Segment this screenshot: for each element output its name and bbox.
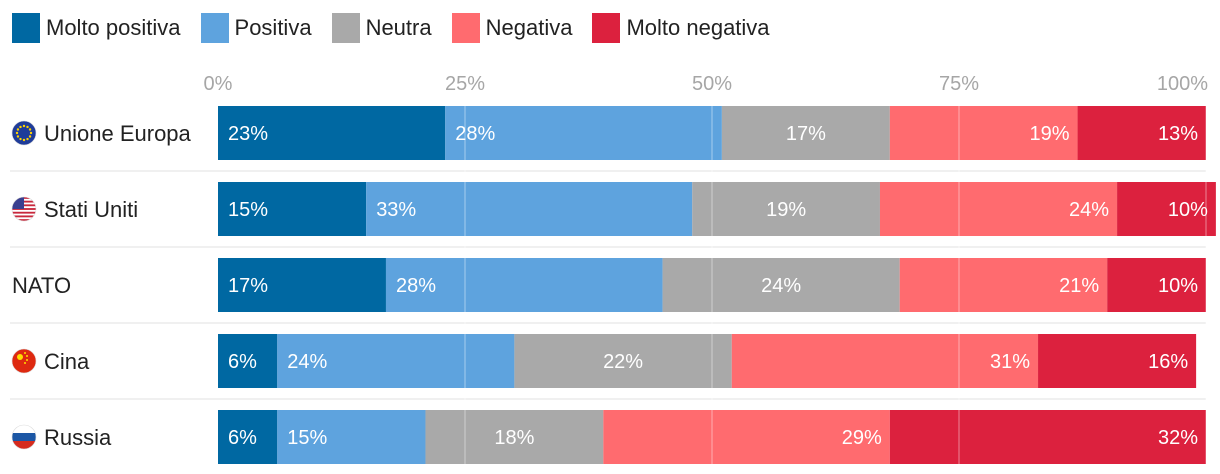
bar-segment bbox=[425, 410, 604, 464]
bar-value-label: 6% bbox=[228, 427, 257, 449]
bar-value-label: 13% bbox=[1158, 123, 1198, 145]
row-label: Stati Uniti bbox=[44, 197, 138, 222]
bar-row: Cina 6% 24% 22% 31% 16% bbox=[11, 334, 1197, 388]
legend-item: Molto negativa bbox=[592, 13, 770, 43]
bar-segment bbox=[899, 258, 1108, 312]
bar-segment bbox=[889, 410, 1206, 464]
x-tick-label: 100% bbox=[1157, 73, 1208, 95]
bar-value-label: 21% bbox=[1059, 275, 1099, 297]
bar-value-label: 28% bbox=[455, 123, 495, 145]
row-label: Unione Europa bbox=[44, 121, 192, 146]
bar-value-label: 17% bbox=[228, 275, 268, 297]
bar-value-label: 33% bbox=[376, 199, 416, 221]
bar-segment bbox=[731, 334, 1039, 388]
bar-segment bbox=[1107, 258, 1206, 312]
bar-value-label: 31% bbox=[990, 351, 1030, 373]
bar-value-label: 29% bbox=[842, 427, 882, 449]
bar-value-label: 28% bbox=[396, 275, 436, 297]
bar-value-label: 19% bbox=[1030, 123, 1070, 145]
legend-swatch bbox=[200, 13, 229, 43]
bar-value-label: 6% bbox=[228, 351, 257, 373]
bar-value-label: 32% bbox=[1158, 427, 1198, 449]
bar-segment bbox=[218, 258, 386, 312]
bar-segment bbox=[277, 410, 426, 464]
bar-row: Unione Europa 23% 28% 17% 19% 13% bbox=[11, 106, 1206, 160]
bar-segment bbox=[603, 410, 890, 464]
bar-segment bbox=[889, 106, 1078, 160]
bar-value-label: 17% bbox=[786, 123, 826, 145]
bar-value-label: 15% bbox=[287, 427, 327, 449]
bar-value-label: 24% bbox=[761, 275, 801, 297]
bar-value-label: 24% bbox=[287, 351, 327, 373]
x-tick-label: 0% bbox=[204, 73, 233, 95]
bar-segment bbox=[445, 106, 722, 160]
bar-value-label: 22% bbox=[603, 351, 643, 373]
legend-label: Negativa bbox=[485, 15, 573, 40]
legend-item: Negativa bbox=[451, 13, 573, 43]
china-flag-icon bbox=[12, 349, 36, 373]
bar-segment bbox=[218, 182, 367, 236]
bar-segment bbox=[692, 182, 880, 236]
bar-segment bbox=[218, 410, 278, 464]
bar-row: NATO 17% 28% 24% 21% 10% bbox=[12, 258, 1206, 312]
bar-segment bbox=[879, 182, 1118, 236]
bar-value-label: 24% bbox=[1069, 199, 1109, 221]
bar-segment bbox=[277, 334, 515, 388]
russia-flag-icon bbox=[12, 425, 36, 449]
legend-swatch bbox=[331, 13, 360, 43]
bar-segment bbox=[721, 106, 890, 160]
bar-segment bbox=[218, 334, 278, 388]
x-tick-label: 25% bbox=[445, 73, 485, 95]
bar-value-label: 10% bbox=[1158, 275, 1198, 297]
legend-item: Molto positiva bbox=[12, 13, 181, 43]
bar-segment bbox=[514, 334, 732, 388]
legend: Molto positiva Positiva Neutra Negativa Molt… bbox=[12, 12, 790, 44]
x-tick-label: 75% bbox=[939, 73, 979, 95]
legend-item: Neutra bbox=[331, 13, 432, 43]
legend-label: Molto positiva bbox=[46, 15, 181, 40]
bar-row: Stati Uniti 15% 33% 19% 24% 10% bbox=[11, 182, 1216, 236]
bar-segment bbox=[366, 182, 693, 236]
legend-swatch bbox=[12, 13, 40, 43]
bar-segment bbox=[1077, 106, 1206, 160]
bar-value-label: 10% bbox=[1168, 199, 1208, 221]
legend-swatch bbox=[592, 13, 621, 43]
bar-segment bbox=[385, 258, 663, 312]
eu-flag-icon bbox=[12, 121, 36, 145]
bars-group: Unione Europa 23% 28% 17% 19% 13% Stati Uniti 1… bbox=[11, 106, 1216, 464]
legend-label: Positiva bbox=[234, 15, 312, 40]
bar-value-label: 16% bbox=[1148, 351, 1188, 373]
bar-segment bbox=[662, 258, 900, 312]
row-label: Russia bbox=[44, 425, 112, 450]
bar-value-label: 23% bbox=[228, 123, 268, 145]
legend-label: Neutra bbox=[365, 15, 432, 40]
x-tick-label: 50% bbox=[692, 73, 732, 95]
bar-segment bbox=[218, 106, 446, 160]
bar-value-label: 15% bbox=[228, 199, 268, 221]
row-label: Cina bbox=[44, 349, 90, 374]
bar-value-label: 19% bbox=[766, 199, 806, 221]
bar-value-label: 18% bbox=[494, 427, 534, 449]
bar-segment bbox=[1117, 182, 1216, 236]
legend-item: Positiva bbox=[200, 13, 312, 43]
bar-segment bbox=[1038, 334, 1197, 388]
legend-swatch bbox=[451, 13, 480, 43]
bar-row: Russia 6% 15% 18% 29% 32% bbox=[11, 410, 1206, 464]
row-label: NATO bbox=[12, 273, 71, 298]
legend-label: Molto negativa bbox=[626, 15, 770, 40]
